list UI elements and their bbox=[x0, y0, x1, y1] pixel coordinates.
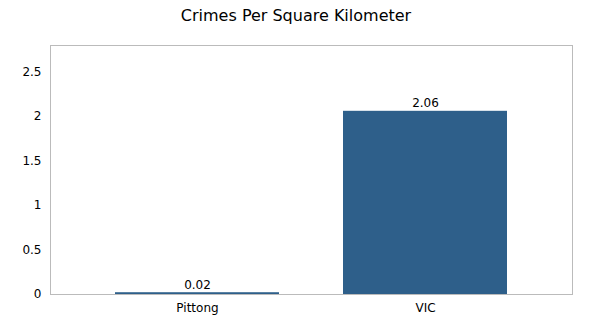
svg-text:Pittong: Pittong bbox=[176, 301, 218, 315]
svg-text:2.5: 2.5 bbox=[22, 65, 41, 79]
svg-text:1.5: 1.5 bbox=[22, 154, 41, 168]
svg-text:2: 2 bbox=[34, 109, 42, 123]
html-text:Crimes Per Square Kilometer: Crimes Per Square Kilometer bbox=[180, 6, 412, 25]
svg-text:2.06: 2.06 bbox=[412, 96, 439, 110]
svg-text:1: 1 bbox=[34, 198, 42, 212]
svg-text:0.5: 0.5 bbox=[22, 243, 41, 257]
svg-text:0: 0 bbox=[34, 287, 42, 301]
svg-text:VIC: VIC bbox=[415, 301, 435, 315]
svg-text:0.02: 0.02 bbox=[184, 278, 211, 292]
